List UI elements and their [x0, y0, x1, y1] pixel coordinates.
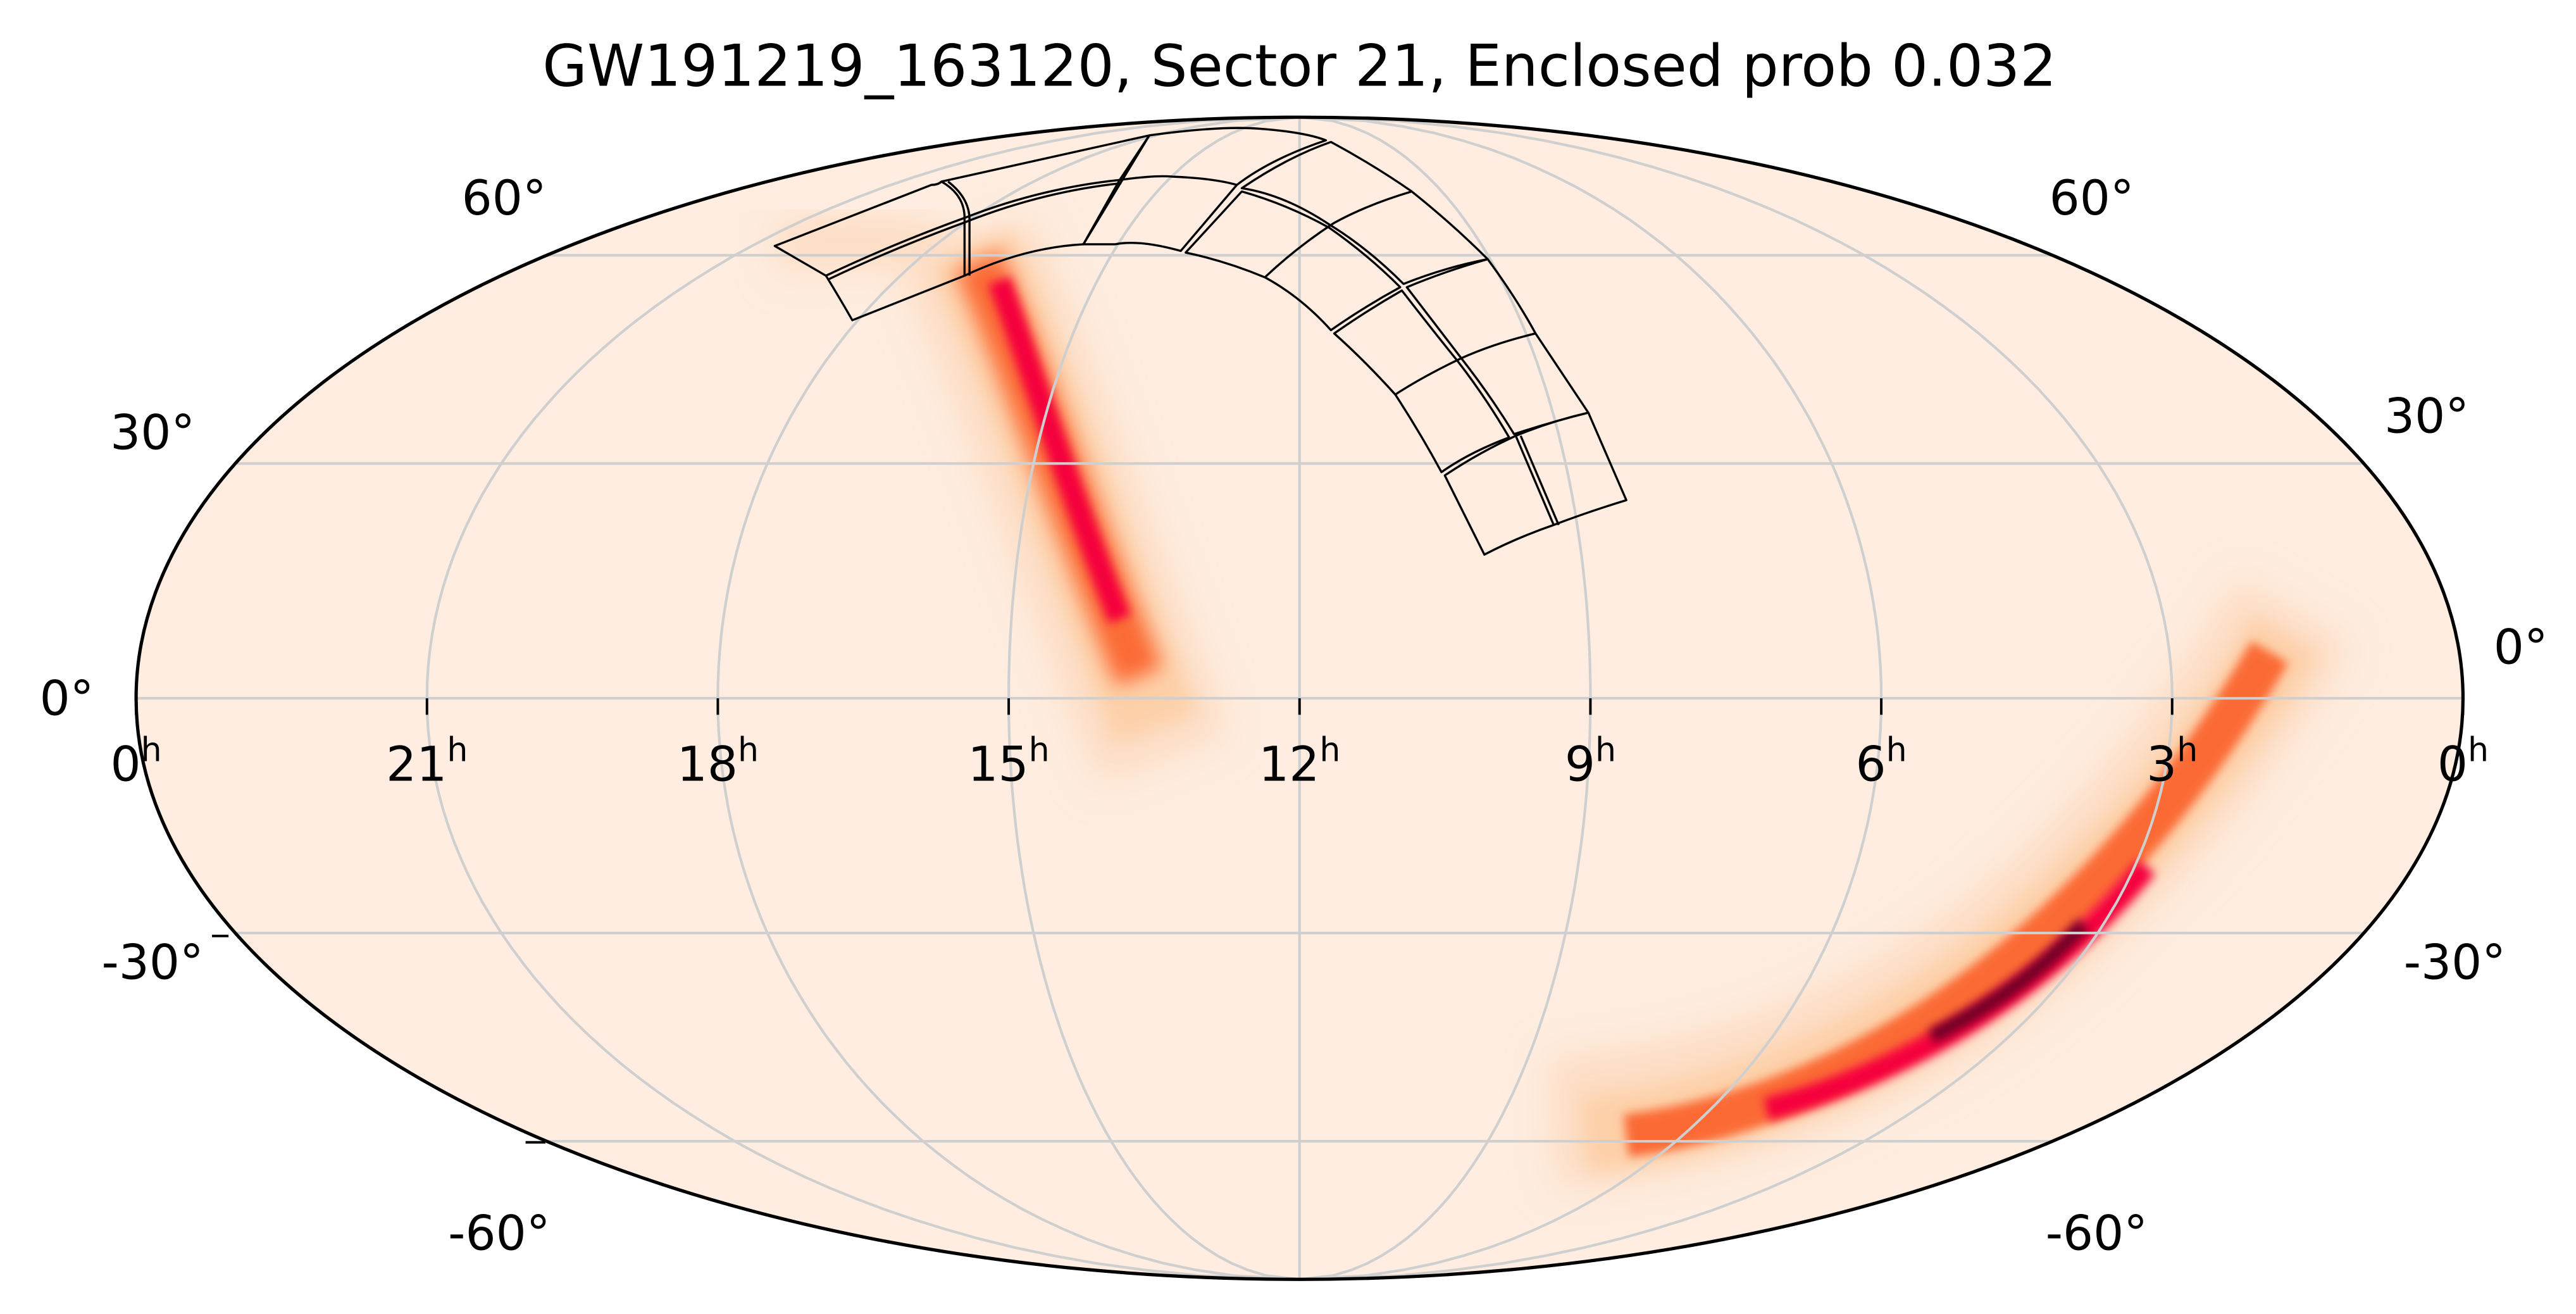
ra-tick-label: 6h	[1855, 731, 1907, 792]
ccd-footprint-outline	[1082, 127, 1328, 253]
ra-tick-label: 15h	[968, 731, 1049, 792]
ccd-footprint-outline	[828, 182, 1122, 280]
dec-tick-label-left: -30°	[101, 935, 203, 991]
ccd-footprint-outline	[1395, 332, 1536, 396]
ra-tick-value: 18	[677, 737, 738, 792]
ra-tick-unit: h	[738, 731, 759, 769]
ccd-footprint-outline	[1514, 435, 1555, 526]
dec-tick-label-left: 30°	[110, 404, 195, 460]
prob-high	[988, 276, 1131, 623]
ra-tick-label: 0h	[2437, 731, 2489, 792]
ra-tick-label: 0h	[110, 731, 161, 792]
ccd-footprint-outline	[1519, 435, 1560, 526]
ra-tick-label: 18h	[677, 731, 759, 792]
dec-axis: 60° 60° 30° 30° 0° 0° -30° -30° -60° -60°	[40, 170, 2548, 1261]
ra-tick-value: 0	[110, 737, 140, 792]
ccd-footprint-outline	[1333, 289, 1510, 473]
ra-tick-unit: h	[447, 731, 468, 769]
prob-mid	[1623, 641, 2289, 1157]
dec-tick-label-left: -60°	[448, 1205, 550, 1261]
ccd-footprint-outline	[947, 180, 971, 276]
dec-tick-label-right: -60°	[2046, 1205, 2148, 1261]
ra-tick-unit: h	[1029, 731, 1050, 769]
dec-tick-label-left: 0°	[40, 670, 94, 726]
ccd-footprint-outline	[1119, 175, 1238, 186]
dec-tick-label-right: 0°	[2494, 619, 2548, 675]
ra-tick-value: 12	[1259, 737, 1319, 792]
ra-axis: 0h 21h 18h 15h 12h 9h 6h 3h 0h	[110, 698, 2489, 792]
dec-tick-label-left: 60°	[462, 170, 547, 226]
ccd-footprint-outline	[1443, 411, 1627, 556]
ra-tick-value: 3	[2146, 737, 2177, 792]
dec-tick-label-right: 30°	[2384, 388, 2469, 444]
chart-title: GW191219_163120, Sector 21, Enclosed pro…	[542, 32, 2056, 100]
ra-tick-value: 0	[2437, 737, 2468, 792]
dec-tick-label-right: -30°	[2404, 935, 2506, 991]
ra-tick-unit: h	[141, 731, 162, 769]
ccd-footprint-outline	[773, 134, 1151, 322]
ra-tick-value: 6	[1855, 737, 1886, 792]
prob-peak	[1928, 919, 2089, 1044]
ccd-footprint-outline	[1185, 190, 1402, 332]
ccd-footprint-outline	[940, 180, 966, 276]
ra-tick-value: 9	[1565, 737, 1595, 792]
tess-sector-footprint	[773, 127, 1627, 556]
dec-tick-label-right: 60°	[2050, 170, 2134, 226]
ra-tick-label: 9h	[1565, 731, 1616, 792]
ra-tick-unit: h	[2468, 731, 2489, 769]
ra-tick-unit: h	[1886, 731, 1907, 769]
ra-tick-value: 21	[386, 737, 447, 792]
ra-tick-unit: h	[2177, 731, 2198, 769]
ra-tick-label: 21h	[386, 731, 468, 792]
ra-tick-label: 12h	[1259, 731, 1340, 792]
probability-region-south	[1548, 577, 2352, 1189]
ra-tick-label: 3h	[2146, 731, 2198, 792]
ra-tick-unit: h	[1319, 731, 1340, 769]
ccd-footprint-outline	[1264, 190, 1412, 278]
ra-tick-unit: h	[1595, 731, 1616, 769]
ra-tick-value: 15	[968, 737, 1028, 792]
